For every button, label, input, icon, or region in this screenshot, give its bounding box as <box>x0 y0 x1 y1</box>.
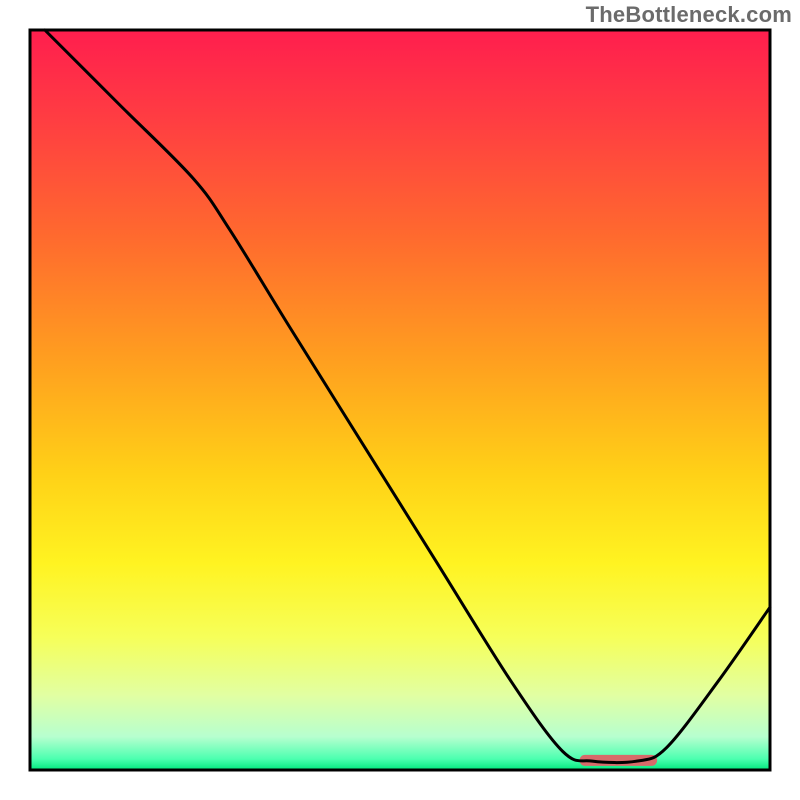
bottleneck-chart <box>0 0 800 800</box>
chart-container: { "watermark": { "text": "TheBottleneck.… <box>0 0 800 800</box>
plot-background <box>30 30 770 770</box>
watermark-text: TheBottleneck.com <box>586 2 792 28</box>
